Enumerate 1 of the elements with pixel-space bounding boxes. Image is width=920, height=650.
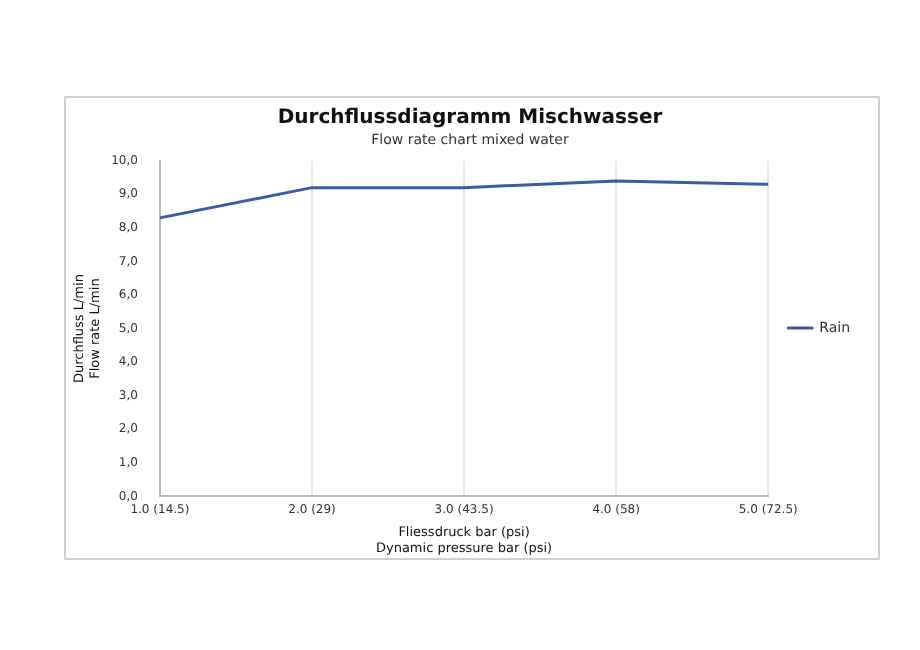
chart-title: Durchflussdiagramm Mischwasser (277, 107, 663, 130)
